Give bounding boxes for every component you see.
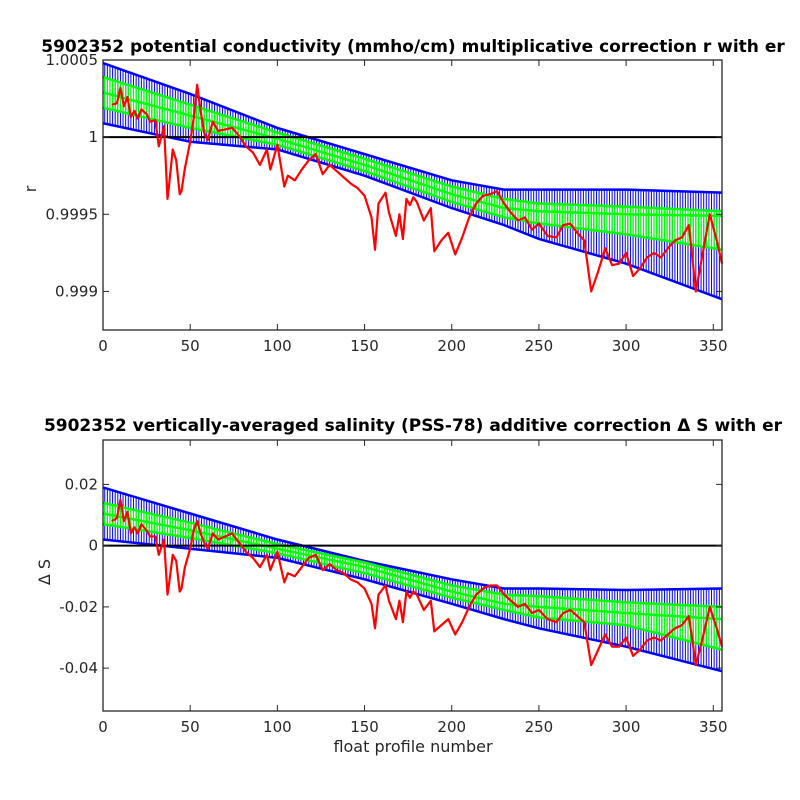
error-band-line <box>102 512 723 621</box>
plot-area: 0 50 100 150 200 250 300 350 -0.04 -0.02 0 0.02 <box>59 439 728 736</box>
x-tick-label: 100 <box>263 718 292 736</box>
plot-conductivity-correction: 5902352 potential conductivity (mmho/cm)… <box>21 37 785 355</box>
x-tick-label: 250 <box>525 337 554 355</box>
x-tick-label: 350 <box>699 337 728 355</box>
x-axis-label: float profile number <box>333 737 493 756</box>
y-tick-label: 0.02 <box>65 475 98 493</box>
x-tick-label: 200 <box>437 337 466 355</box>
y-axis-label: Δ S <box>35 559 54 585</box>
x-tick-label: 100 <box>263 337 292 355</box>
plot-title: 5902352 vertically-averaged salinity (PS… <box>44 416 783 436</box>
y-tick-label: 1.0005 <box>46 51 99 69</box>
x-tick-label: 200 <box>437 718 466 736</box>
axes-box <box>102 59 723 331</box>
error-band-line <box>102 75 723 213</box>
measured-correction-line <box>111 83 724 293</box>
x-tick-label: 150 <box>350 718 379 736</box>
x-tick-label: 50 <box>181 337 200 355</box>
measured-correction-line <box>111 498 724 667</box>
error-band-line <box>102 91 723 218</box>
fit-envelope-line <box>102 486 723 592</box>
x-tick-label: 300 <box>612 337 641 355</box>
x-tick-label: 300 <box>612 718 641 736</box>
y-tick-label: 1 <box>88 128 98 146</box>
axes-box <box>102 439 723 712</box>
plot-title: 5902352 potential conductivity (mmho/cm)… <box>41 37 785 57</box>
x-tick-label: 50 <box>181 718 200 736</box>
fit-envelope-line <box>102 61 723 194</box>
plot-salinity-correction: 5902352 vertically-averaged salinity (PS… <box>35 416 783 756</box>
error-band-line <box>102 501 723 609</box>
error-band-line <box>102 106 723 252</box>
x-tick-label: 250 <box>525 718 554 736</box>
y-axis-label: r <box>21 185 40 192</box>
fit-envelope-line <box>102 538 723 673</box>
x-tick-label: 350 <box>699 718 728 736</box>
y-tick-label: 0.9995 <box>46 205 99 223</box>
error-band-line <box>102 522 723 651</box>
x-tick-label: 0 <box>98 337 108 355</box>
x-tick-label: 150 <box>350 337 379 355</box>
y-tick-label: 0 <box>88 537 98 555</box>
fit-envelope-line <box>102 122 723 301</box>
y-tick-label: -0.02 <box>59 598 98 616</box>
x-tick-label: 0 <box>98 718 108 736</box>
y-tick-label: -0.04 <box>59 659 98 677</box>
plot-area: 0 50 100 150 200 250 300 350 0.999 0.9995 1 1.0005 <box>46 51 728 355</box>
y-tick-label: 0.999 <box>55 282 98 300</box>
